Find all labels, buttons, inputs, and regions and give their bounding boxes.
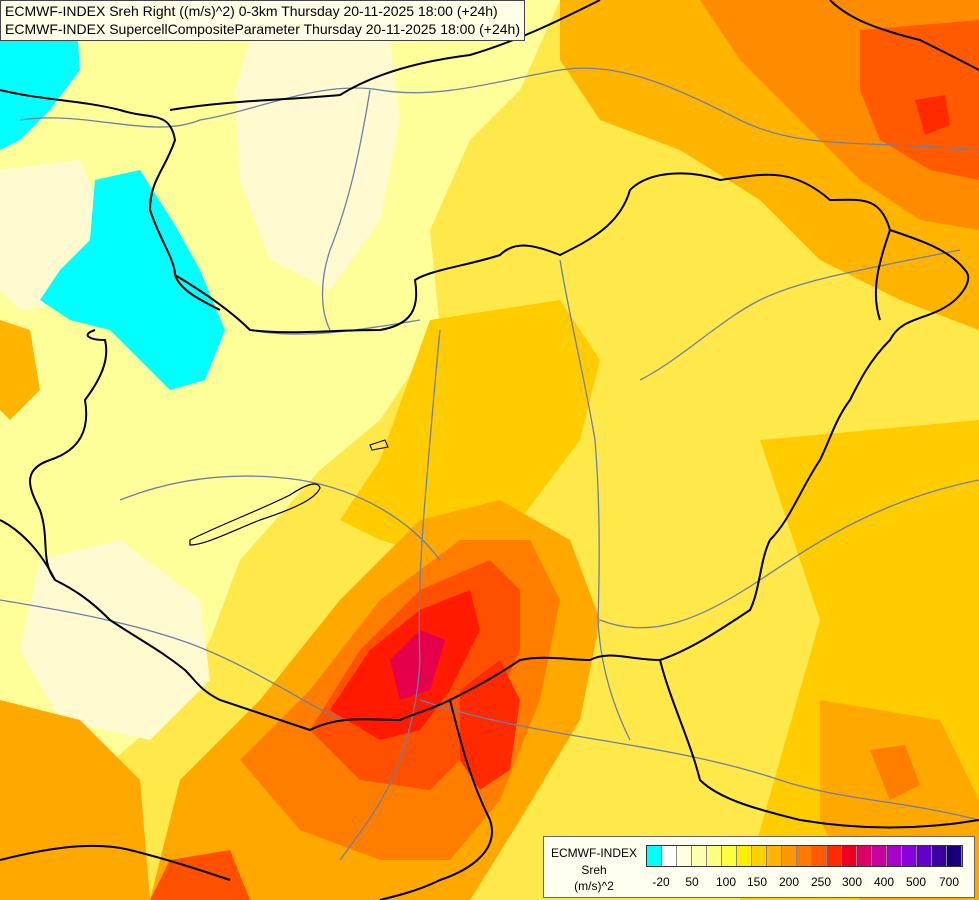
legend-swatch — [782, 846, 797, 866]
lake-small — [369, 439, 389, 451]
legend-variable: Sreh — [581, 863, 607, 877]
legend-swatch — [812, 846, 827, 866]
field-red-south-plume — [460, 660, 520, 790]
legend-swatch — [932, 846, 947, 866]
legend-tick-label: 500 — [905, 875, 927, 889]
legend-swatch — [752, 846, 767, 866]
color-legend: ECMWF-INDEX Sreh (m/s)^2 -20 50 100 150 200 2… — [543, 836, 975, 898]
legend-swatch — [662, 846, 677, 866]
legend-tick-label: 400 — [873, 875, 895, 889]
legend-swatch — [917, 846, 932, 866]
field-redorange-se-blob — [870, 745, 920, 800]
field-pale-southwest — [20, 540, 210, 740]
field-red-ne — [915, 95, 950, 135]
legend-swatch — [647, 846, 662, 866]
title-line-sreh: ECMWF-INDEX Sreh Right ((m/s)^2) 0-3km T… — [5, 3, 498, 19]
legend-swatch — [902, 846, 917, 866]
field-orange-sw — [0, 700, 150, 900]
title-line-supercell: ECMWF-INDEX SupercellCompositeParameter … — [5, 21, 520, 37]
legend-swatch — [947, 846, 962, 866]
legend-ticks: -20 50 100 150 200 250 300 400 500 700 — [646, 875, 972, 891]
legend-unit: (m/s)^2 — [574, 879, 614, 893]
legend-tick-label: 250 — [810, 875, 832, 889]
legend-swatches — [646, 845, 963, 867]
legend-tick-label: 100 — [715, 875, 737, 889]
field-gold-center — [340, 300, 600, 560]
map-title-box: ECMWF-INDEX Sreh Right ((m/s)^2) 0-3km T… — [0, 0, 525, 41]
legend-swatch — [767, 846, 782, 866]
field-cyan-central — [40, 170, 225, 390]
legend-tick-label: 50 — [685, 875, 699, 889]
legend-swatch — [692, 846, 707, 866]
legend-tick-label: 300 — [841, 875, 863, 889]
legend-swatch — [887, 846, 902, 866]
legend-swatch — [707, 846, 722, 866]
legend-swatch — [872, 846, 887, 866]
field-pale-center — [235, 40, 400, 290]
legend-swatch — [737, 846, 752, 866]
lake-balaton — [189, 483, 321, 546]
legend-tick-label: 700 — [938, 875, 960, 889]
legend-tick-label: 150 — [746, 875, 768, 889]
field-orange-west-edge — [0, 320, 40, 420]
legend-swatch — [677, 846, 692, 866]
legend-swatch — [797, 846, 812, 866]
legend-swatch — [722, 846, 737, 866]
legend-swatch — [857, 846, 872, 866]
legend-source: ECMWF-INDEX — [551, 846, 637, 860]
legend-swatch — [842, 846, 857, 866]
rivers — [0, 67, 979, 861]
legend-swatch — [827, 846, 842, 866]
field-crimson-core — [390, 630, 445, 700]
legend-tick-label: 200 — [778, 875, 800, 889]
legend-tick-label: -20 — [652, 875, 670, 889]
